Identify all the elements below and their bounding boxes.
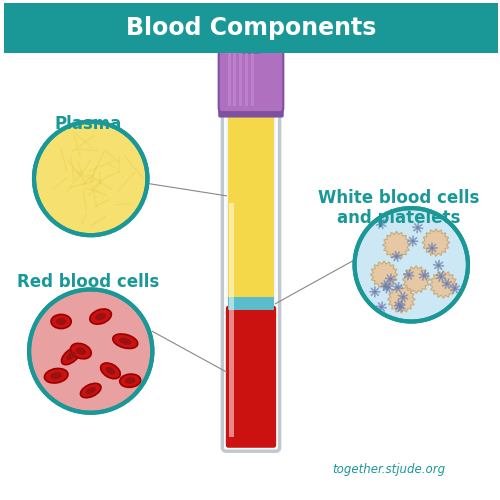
Text: Blood Components: Blood Components (126, 16, 376, 40)
Ellipse shape (95, 313, 106, 320)
Ellipse shape (50, 372, 62, 380)
Polygon shape (388, 286, 415, 313)
Bar (240, 46, 242, 106)
Ellipse shape (120, 374, 141, 388)
Polygon shape (430, 270, 457, 298)
Circle shape (354, 208, 468, 322)
Ellipse shape (51, 314, 71, 328)
Circle shape (29, 290, 152, 412)
Polygon shape (370, 261, 398, 288)
Circle shape (34, 122, 148, 235)
Text: Plasma: Plasma (54, 115, 122, 133)
Text: Red blood cells: Red blood cells (17, 273, 160, 291)
Bar (4, 4, 498, 52)
FancyBboxPatch shape (218, 102, 284, 117)
FancyBboxPatch shape (218, 39, 284, 112)
Ellipse shape (222, 38, 280, 52)
Ellipse shape (100, 363, 120, 378)
Bar (246, 46, 248, 106)
Ellipse shape (86, 387, 96, 394)
Bar (230, 204, 234, 438)
Bar (234, 46, 236, 106)
Polygon shape (382, 232, 410, 259)
Ellipse shape (70, 344, 91, 359)
Ellipse shape (66, 352, 76, 360)
FancyBboxPatch shape (226, 306, 276, 448)
Ellipse shape (76, 347, 86, 355)
Text: together.stjude.org: together.stjude.org (332, 463, 446, 476)
Polygon shape (402, 266, 430, 293)
Ellipse shape (113, 334, 138, 348)
Bar (228, 113, 274, 297)
Ellipse shape (119, 338, 132, 345)
Bar (228, 46, 230, 106)
Ellipse shape (90, 309, 112, 324)
Ellipse shape (56, 318, 66, 325)
FancyBboxPatch shape (226, 110, 276, 448)
Ellipse shape (125, 378, 136, 384)
Bar (251, 46, 254, 106)
Ellipse shape (62, 348, 80, 364)
Polygon shape (422, 229, 450, 256)
Ellipse shape (80, 384, 101, 398)
Text: White blood cells
and platelets: White blood cells and platelets (318, 188, 480, 228)
Bar (228, 297, 274, 310)
Ellipse shape (44, 368, 68, 383)
Ellipse shape (106, 367, 116, 374)
